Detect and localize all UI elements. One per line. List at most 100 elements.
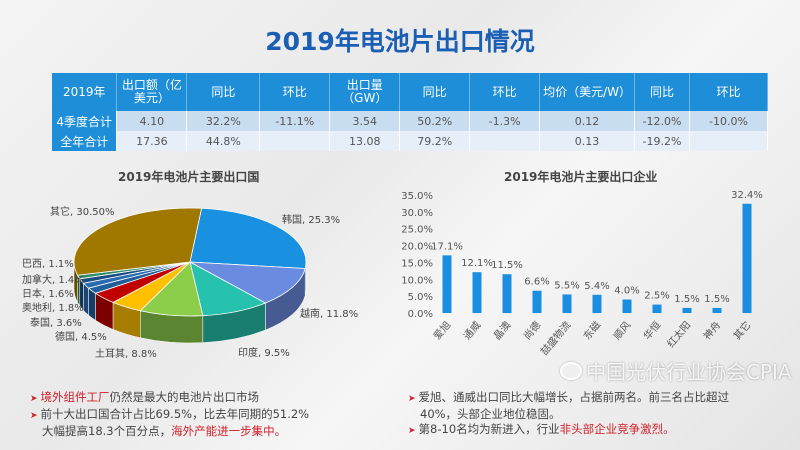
bar-通威 bbox=[472, 272, 482, 313]
table-cell: 0.12 bbox=[539, 111, 635, 131]
wechat-icon bbox=[560, 361, 582, 380]
table-cell: -19.2% bbox=[634, 131, 690, 151]
table-header-row: 2019年 出口额（亿美元） 同比 环比 出口量（GW） 同比 环比 均价（美元/W） 同比 环比 bbox=[52, 73, 769, 111]
bar-尚德 bbox=[532, 290, 542, 313]
bar-其它 bbox=[742, 203, 752, 313]
y-tick-label: 30.0% bbox=[401, 208, 433, 219]
pie-label: 泰国, 3.6% bbox=[30, 316, 82, 329]
bullet-item: ➤ 前十大出口国合计占比69.5%，比去年同期的51.2% bbox=[30, 407, 370, 424]
bullet-text: 第8-10名均为新进入，行业 bbox=[418, 422, 560, 436]
pie-slice-side-日本 bbox=[83, 282, 89, 316]
table-row: 4季度合计 4.10 32.2% -11.1% 3.54 50.2% -1.3% 0.12 -1… bbox=[52, 111, 769, 131]
y-tick-label: 35.0% bbox=[401, 191, 433, 202]
watermark-text: 中国光伏行业协会CPIA bbox=[586, 360, 792, 384]
column-header: 环比 bbox=[469, 73, 541, 111]
table-cell: -12.0% bbox=[634, 111, 690, 131]
y-tick-label: 10.0% bbox=[401, 275, 433, 286]
x-tick-label: 东磁 bbox=[580, 319, 603, 343]
bar-data-label: 5.5% bbox=[554, 280, 579, 291]
table-cell: 50.2% bbox=[399, 111, 471, 131]
pie-label: 日本, 1.6% bbox=[22, 287, 74, 300]
x-tick-label: 尚德 bbox=[520, 319, 543, 343]
x-tick-label: 顺风 bbox=[611, 319, 633, 342]
column-header: 同比 bbox=[634, 73, 690, 111]
arrow-icon: ➤ bbox=[408, 394, 416, 404]
x-tick-label: 爱旭 bbox=[430, 319, 453, 343]
pie-label: 印度, 9.5% bbox=[238, 346, 290, 359]
bullet-text: 仍然是最大的电池片出口市场 bbox=[109, 390, 260, 404]
bar-data-label: 1.5% bbox=[674, 294, 699, 305]
table-cell: 4.10 bbox=[116, 111, 188, 131]
pie-label: 土耳其, 8.8% bbox=[95, 347, 157, 360]
pie-slice-越南 bbox=[189, 261, 306, 304]
page-title: 2019年电池片出口情况 bbox=[265, 27, 535, 56]
table-cell: 17.36 bbox=[116, 131, 188, 151]
bar-data-label: 5.4% bbox=[584, 281, 609, 292]
table-cell bbox=[689, 131, 769, 151]
pie-slice-其它 bbox=[73, 207, 203, 276]
bar-data-label: 4.0% bbox=[614, 286, 639, 297]
table-cell: 79.2% bbox=[399, 131, 471, 151]
bullet-highlight: 非头部企业竞争激烈。 bbox=[559, 422, 675, 436]
pie-label: 德国, 4.5% bbox=[55, 330, 107, 343]
column-header: 环比 bbox=[259, 73, 331, 111]
bar-神舟 bbox=[712, 307, 722, 313]
pie-label: 加拿大, 1.4% bbox=[22, 273, 84, 286]
column-header: 出口额（亿美元） bbox=[116, 73, 188, 111]
watermark: 中国光伏行业协会CPIA bbox=[560, 356, 792, 385]
bar-爱旭 bbox=[442, 255, 452, 313]
pie-label: 韩国, 25.3% bbox=[282, 213, 340, 226]
bullet-item: ➤ 第8-10名均为新进入，行业非头部企业竞争激烈。 bbox=[408, 422, 788, 439]
column-header: 环比 bbox=[689, 73, 769, 111]
bullet-item-continued: 大幅提高18.3个百分点，海外产能进一步集中。 bbox=[30, 424, 370, 439]
pie-label: 越南, 11.8% bbox=[300, 307, 358, 320]
bullet-text: 前十大出口国合计占比69.5%，比去年同期的51.2% bbox=[40, 407, 310, 421]
column-header: 均价（美元/W） bbox=[539, 73, 635, 111]
pie-label: 其它, 30.50% bbox=[50, 205, 115, 218]
x-tick-label: 红太阳 bbox=[664, 319, 693, 350]
y-tick-label: 0.0% bbox=[408, 309, 433, 320]
column-header: 2019年 bbox=[52, 73, 118, 111]
column-header: 同比 bbox=[186, 73, 261, 111]
column-header: 同比 bbox=[399, 73, 471, 111]
pie-slice-韩国 bbox=[189, 207, 307, 269]
table-cell: -11.1% bbox=[259, 111, 331, 131]
bullet-highlight: 海外产能进一步集中。 bbox=[171, 424, 287, 438]
pie-label: 巴西, 1.1% bbox=[22, 258, 74, 270]
bullet-highlight: 境外组件工厂 bbox=[40, 390, 110, 404]
pie-label: 奥地利, 1.8% bbox=[22, 301, 84, 314]
table-row: 全年合计 17.36 44.8% 13.08 79.2% 0.13 -19.2% bbox=[52, 131, 769, 151]
bar-data-label: 1.5% bbox=[704, 294, 729, 305]
x-tick-label: 其它 bbox=[730, 319, 753, 343]
table-cell: -10.0% bbox=[689, 111, 769, 131]
bullet-text: 大幅提高18.3个百分点， bbox=[42, 424, 172, 438]
table-cell: 13.08 bbox=[329, 131, 401, 151]
bar-data-label: 2.5% bbox=[644, 291, 669, 302]
bar-data-label: 11.5% bbox=[491, 260, 523, 271]
bullet-item-continued: 40%，头部企业地位稳固。 bbox=[408, 407, 788, 422]
row-header: 4季度合计 bbox=[52, 111, 118, 131]
bullet-item: ➤ 爱旭、通威出口同比大幅增长，占据前两名。前三名占比超过 bbox=[408, 390, 788, 407]
x-tick-label: 神舟 bbox=[700, 319, 723, 343]
y-tick-label: 20.0% bbox=[401, 242, 433, 253]
x-tick-label: 喆盛物流 bbox=[538, 319, 574, 358]
y-tick-label: 15.0% bbox=[401, 258, 433, 269]
x-tick-label: 华恒 bbox=[640, 319, 663, 343]
bar-顺风 bbox=[622, 299, 632, 313]
bullet-text: 爱旭、通威出口同比大幅增长，占据前两名。前三名占比超过 bbox=[418, 390, 730, 404]
x-tick-label: 通威 bbox=[460, 319, 483, 343]
arrow-icon: ➤ bbox=[30, 394, 38, 404]
left-bullets: ➤ 境外组件工厂仍然是最大的电池片出口市场 ➤ 前十大出口国合计占比69.5%，比去… bbox=[30, 390, 370, 439]
bar-chart-title: 2019年电池片主要出口企业 bbox=[504, 170, 658, 184]
bar-data-label: 6.6% bbox=[524, 277, 549, 288]
bar-data-label: 12.1% bbox=[461, 258, 493, 269]
export-summary-table: 2019年 出口额（亿美元） 同比 环比 出口量（GW） 同比 环比 均价（美元/W） 同比 环比… bbox=[52, 73, 769, 151]
right-bullets: ➤ 爱旭、通威出口同比大幅增长，占据前两名。前三名占比超过 40%，头部企业地位稳… bbox=[408, 390, 788, 439]
bar-data-label: 17.1% bbox=[431, 241, 463, 252]
table-cell bbox=[259, 131, 331, 151]
bar-data-label: 32.4% bbox=[731, 190, 763, 201]
y-tick-label: 25.0% bbox=[401, 225, 433, 236]
bar-东磁 bbox=[592, 294, 602, 313]
pie-chart-title: 2019年电池片主要出口国 bbox=[118, 170, 260, 184]
